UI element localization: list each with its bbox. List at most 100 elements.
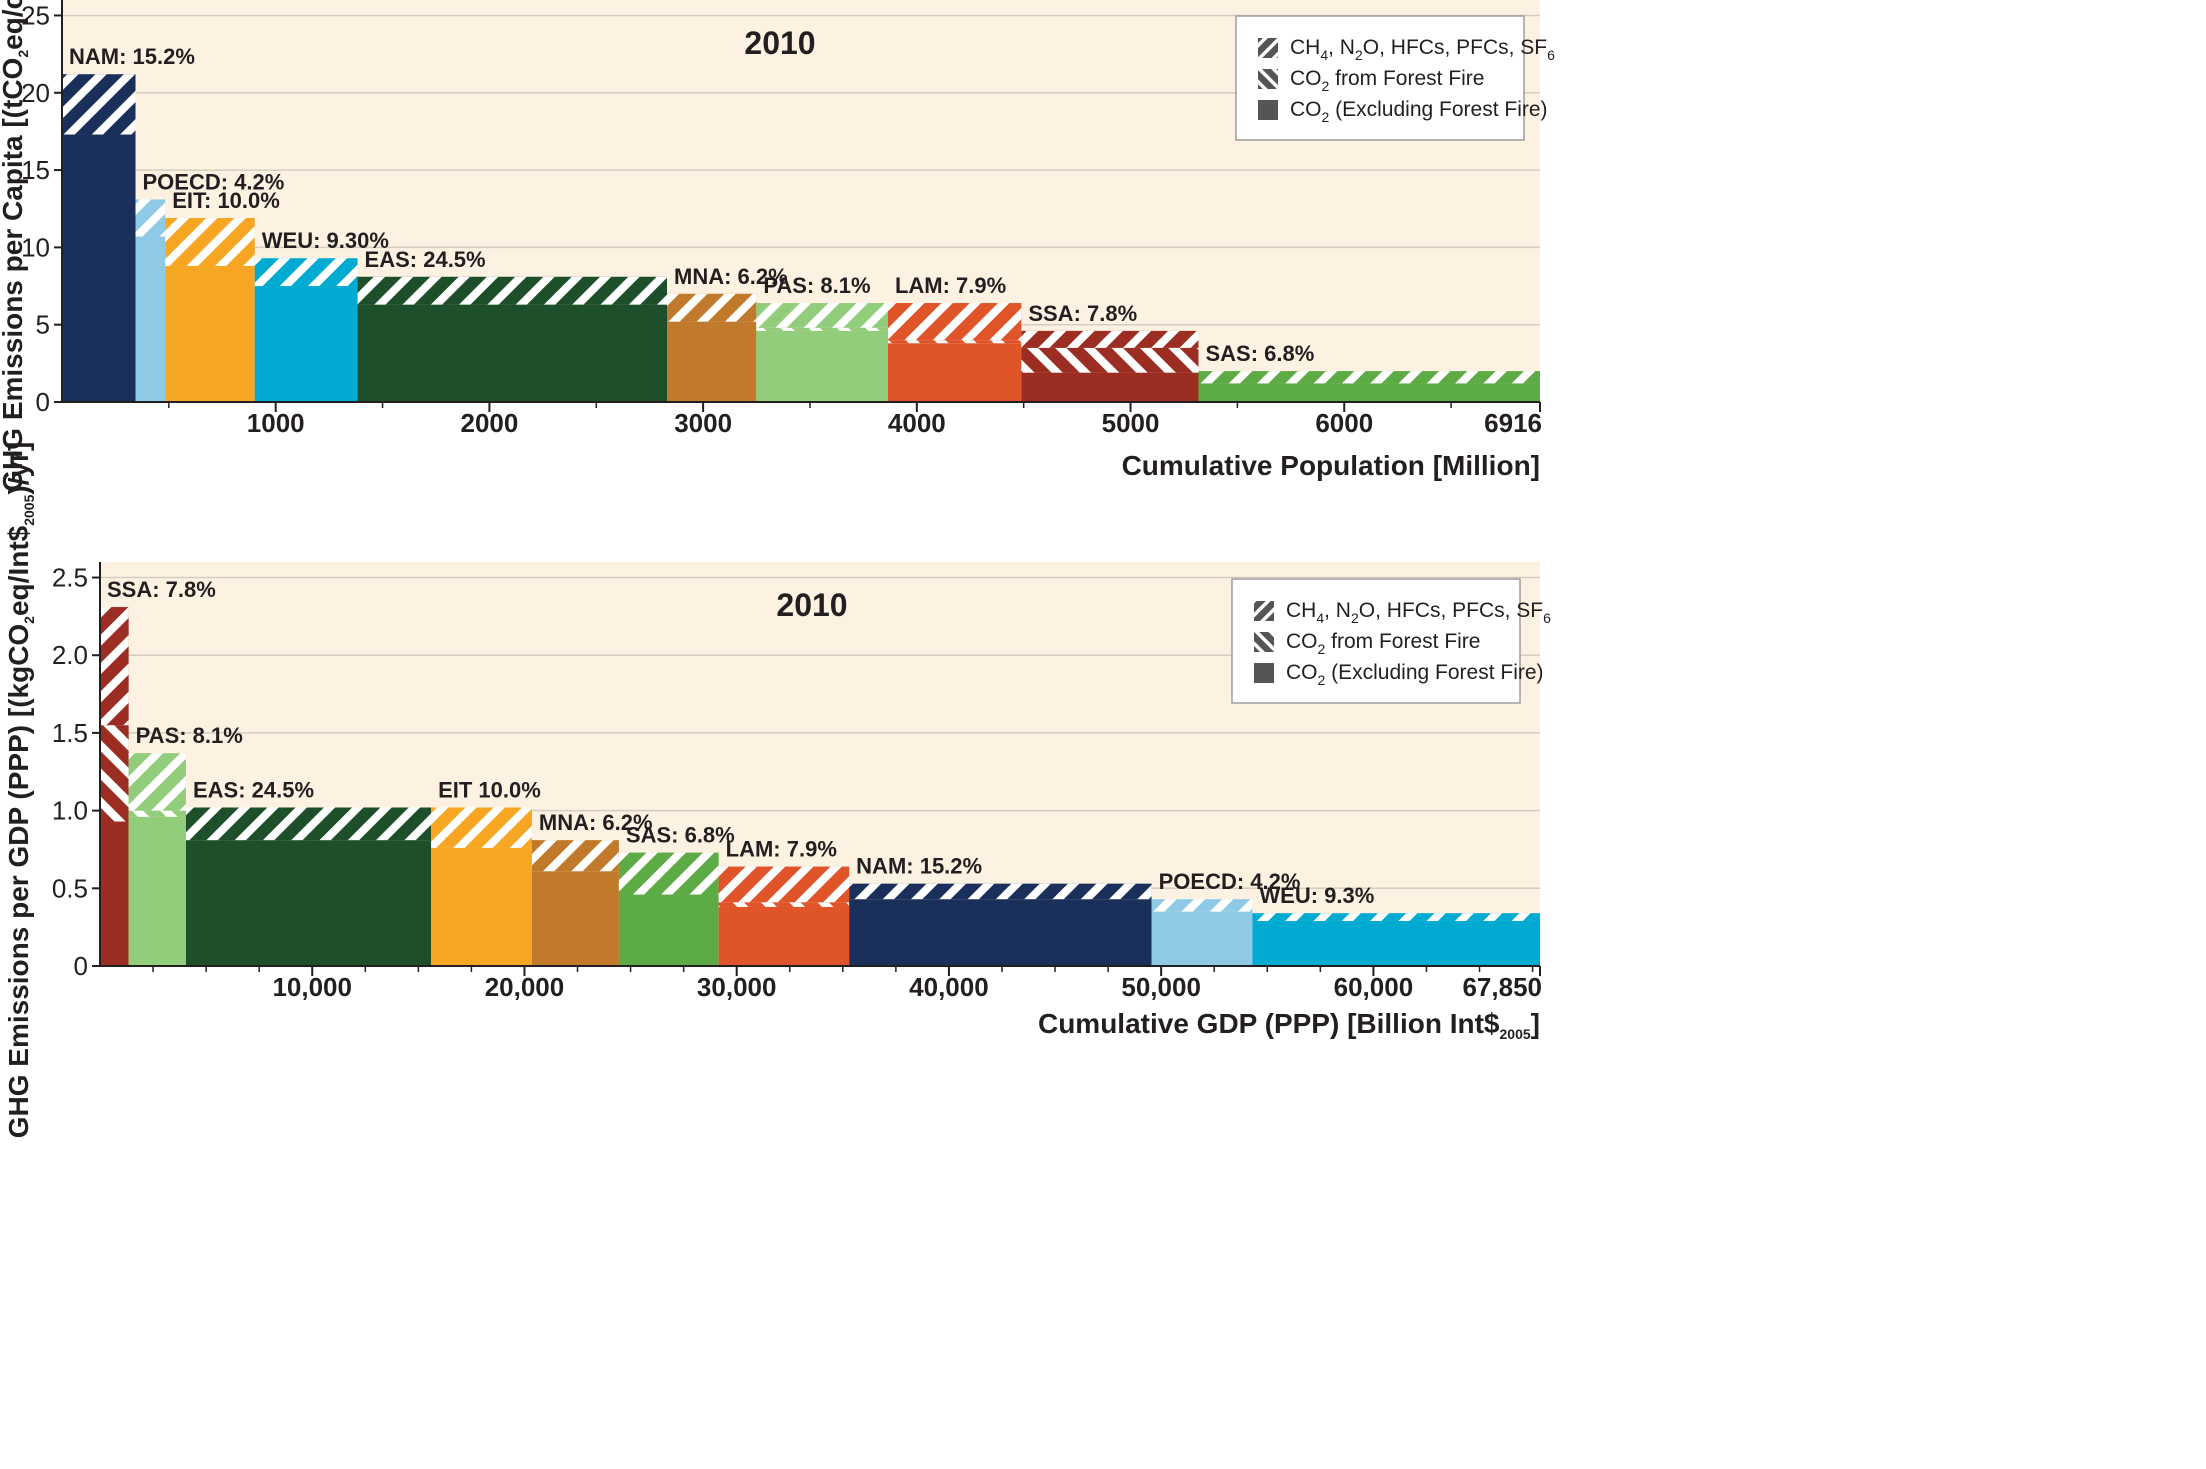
legend-box [1231, 578, 1521, 704]
bar-segment-other-gases-hatch [667, 293, 757, 322]
bottom-y-tick-label: 2.0 [52, 640, 88, 670]
bar-segment-other-gases-hatch [1252, 913, 1540, 921]
bar-label: EAS: 24.5% [365, 247, 486, 272]
bar-segment-co2 [1252, 920, 1540, 966]
bar-segment-other-gases-hatch [531, 840, 619, 872]
bar-segment-co2 [357, 304, 668, 402]
top-x-tick-label: 3000 [674, 408, 732, 438]
bar-segment-other-gases-hatch [1021, 330, 1199, 348]
bar-label: WEU: 9.30% [262, 228, 389, 253]
bottom-bar-poecd: POECD: 4.2% [1151, 869, 1300, 966]
bar-segment-other-gases-hatch [357, 276, 668, 305]
top-bar-pas: PAS: 8.1% [756, 273, 888, 402]
bottom-x-tick-label: 50,000 [1121, 972, 1201, 1002]
bar-segment-co2 [667, 321, 757, 402]
bottom-y-tick-label: 0 [74, 951, 88, 981]
legend-entry: CO2 from Forest Fire [1290, 67, 1484, 94]
bar-segment-co2 [185, 840, 432, 966]
bar-segment-co2 [531, 871, 619, 966]
bar-segment-co2 [1198, 383, 1540, 402]
top-chart: NAM: 15.2% POECD: 4.2%EIT: 10.0% WEU: 9.30… [0, 0, 1555, 492]
bar-segment-co2 [849, 899, 1152, 966]
bottom-bar-weu: WEU: 9.3% [1252, 883, 1540, 966]
bottom-bar-mna: MNA: 6.2% [531, 810, 653, 966]
top-legend: CH4, N2O, HFCs, PFCs, SF6 CO2 from Forest… [1235, 15, 1555, 141]
top-y-tick-label: 0 [36, 387, 50, 417]
legend-box [1235, 15, 1525, 141]
bar-segment-co2 [128, 816, 186, 966]
top-x-tick-label: 5000 [1102, 408, 1160, 438]
bottom-x-tick-label: 10,000 [272, 972, 352, 1002]
top-bar-mna: MNA: 6.2% [667, 264, 788, 402]
bar-segment-forest-fire-hatch [887, 340, 1022, 344]
bar-segment-co2 [756, 330, 888, 402]
bottom-year-title: 2010 [776, 587, 847, 623]
top-x-axis-label: Cumulative Population [Million] [1122, 450, 1540, 481]
legend-swatch-forest-fire [1254, 632, 1274, 652]
bar-label: LAM: 7.9% [726, 837, 837, 862]
top-x-tick-label: 4000 [888, 408, 946, 438]
bar-segment-co2 [165, 265, 255, 402]
legend-swatch-co2 [1258, 100, 1278, 120]
bottom-legend: CH4, N2O, HFCs, PFCs, SF6 CO2 from Forest… [1231, 578, 1551, 704]
bottom-bar-lam: LAM: 7.9% [718, 837, 850, 966]
top-y-tick-label: 15 [21, 155, 50, 185]
top-bar-lam: LAM: 7.9% [887, 273, 1022, 402]
legend-swatch-forest-fire [1258, 69, 1278, 89]
top-y-tick-label: 10 [21, 232, 50, 262]
bar-segment-other-gases-hatch [431, 807, 532, 848]
bottom-x-tick-label: 20,000 [485, 972, 565, 1002]
top-bar-eit: EIT: 10.0% [165, 188, 280, 402]
bar-segment-co2 [618, 894, 719, 966]
bar-label: EIT 10.0% [438, 778, 541, 803]
bar-segment-other-gases-hatch [756, 303, 888, 328]
bar-segment-other-gases-hatch [718, 866, 850, 903]
bar-label: LAM: 7.9% [895, 273, 1006, 298]
bar-segment-other-gases-hatch [100, 607, 129, 726]
bottom-chart: SSA: 7.8% PAS: 8.1% EAS: 24.5% EIT 10.0% MNA… [3, 442, 1551, 1139]
bar-segment-forest-fire-hatch [100, 725, 129, 822]
legend-swatch-other-gases [1258, 38, 1278, 58]
bar-segment-forest-fire-hatch [718, 902, 850, 907]
bottom-y-tick-label: 1.5 [52, 718, 88, 748]
bottom-y-tick-label: 1.0 [52, 796, 88, 826]
top-y-axis-label: GHG Emissions per Capita [(tCO2eq/cap)/y… [0, 0, 31, 492]
bar-segment-co2 [62, 134, 136, 402]
bar-segment-co2 [718, 906, 850, 966]
bar-label: MNA: 6.2% [674, 264, 788, 289]
legend-entry: CO2 (Excluding Forest Fire) [1286, 661, 1544, 688]
legend-entry: CO2 from Forest Fire [1286, 630, 1480, 657]
bar-segment-other-gases-hatch [128, 753, 186, 811]
top-x-tick-label: 6916 [1484, 408, 1542, 438]
bar-label: POECD: 4.2% [143, 169, 285, 194]
bar-label: EIT: 10.0% [172, 188, 280, 213]
bar-label: WEU: 9.3% [1259, 883, 1374, 908]
bar-label: EAS: 24.5% [193, 778, 314, 803]
bar-segment-co2 [1021, 372, 1199, 402]
bottom-x-axis-label: Cumulative GDP (PPP) [Billion Int$2005] [1038, 1008, 1540, 1042]
bottom-x-tick-label: 67,850 [1462, 972, 1542, 1002]
bottom-x-tick-label: 40,000 [909, 972, 989, 1002]
bottom-bar-eit: EIT 10.0% [431, 778, 541, 966]
bottom-bar-sas: SAS: 6.8% [618, 823, 735, 966]
legend-swatch-other-gases [1254, 601, 1274, 621]
bottom-x-tick-label: 60,000 [1334, 972, 1414, 1002]
bar-segment-other-gases-hatch [849, 883, 1152, 900]
bar-segment-forest-fire-hatch [1021, 347, 1199, 373]
bar-segment-co2 [887, 343, 1022, 402]
top-year-title: 2010 [744, 25, 815, 61]
bottom-bar-pas: PAS: 8.1% [128, 723, 243, 966]
bar-label: SSA: 7.8% [107, 577, 216, 602]
top-y-tick-label: 5 [36, 310, 50, 340]
top-bar-poecd: POECD: 4.2% [135, 169, 285, 402]
top-bar-ssa: SSA: 7.8% [1021, 301, 1199, 402]
bar-segment-other-gases-hatch [165, 218, 255, 266]
bottom-y-axis-label: GHG Emissions per GDP (PPP) [(kgCO2eq/In… [3, 442, 37, 1139]
bottom-y-tick-label: 2.5 [52, 563, 88, 593]
bar-label: SSA: 7.8% [1028, 301, 1137, 326]
bottom-x-tick-label: 30,000 [697, 972, 777, 1002]
top-bar-sas: SAS: 6.8% [1198, 341, 1540, 402]
bar-segment-other-gases-hatch [887, 303, 1022, 341]
